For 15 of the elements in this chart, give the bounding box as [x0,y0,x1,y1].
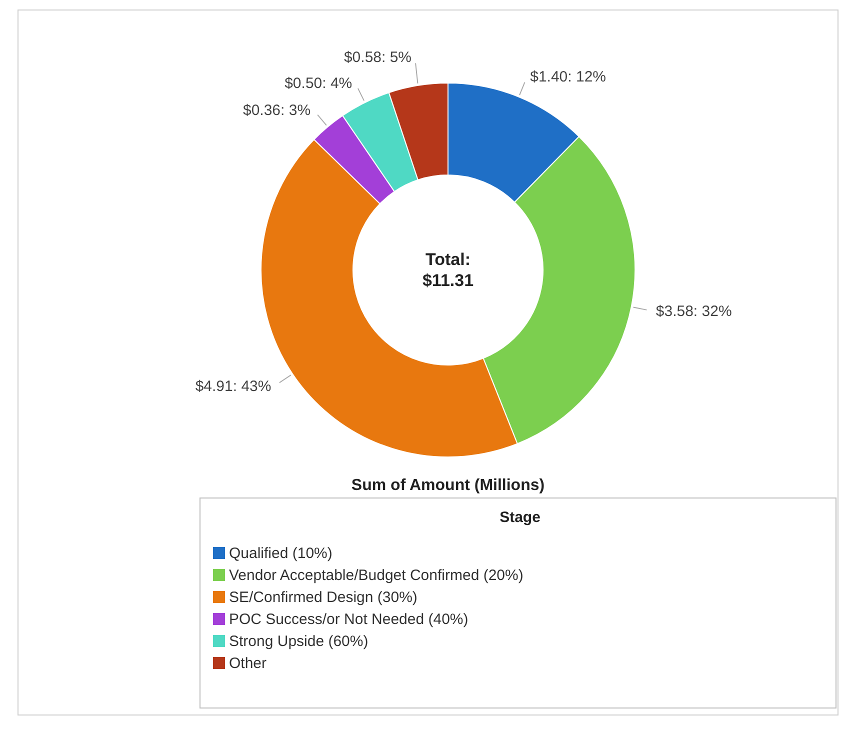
legend-label: Strong Upside (60%) [229,633,368,650]
text: Sum of Amount (Millions) [351,477,545,494]
data-label: $1.40: 12% [530,68,606,86]
legend-title: Stage [500,509,540,526]
legend-label: Vendor Acceptable/Budget Confirmed (20%) [229,567,524,584]
data-label: $0.58: 5% [344,48,412,66]
legend-label: Qualified (10%) [229,545,332,562]
data-label: $4.91: 43% [195,378,272,396]
data-label: $3.58: 32% [656,303,732,320]
data-label: $0.36: 3% [242,102,311,119]
text: Total: $11.31 [422,250,474,290]
legend-label: Other [229,655,267,672]
legend-label: POC Success/or Not Needed (40%) [229,611,468,628]
legend-label: SE/Confirmed Design (30%) [229,589,418,606]
data-label: $0.50: 4% [284,74,352,92]
